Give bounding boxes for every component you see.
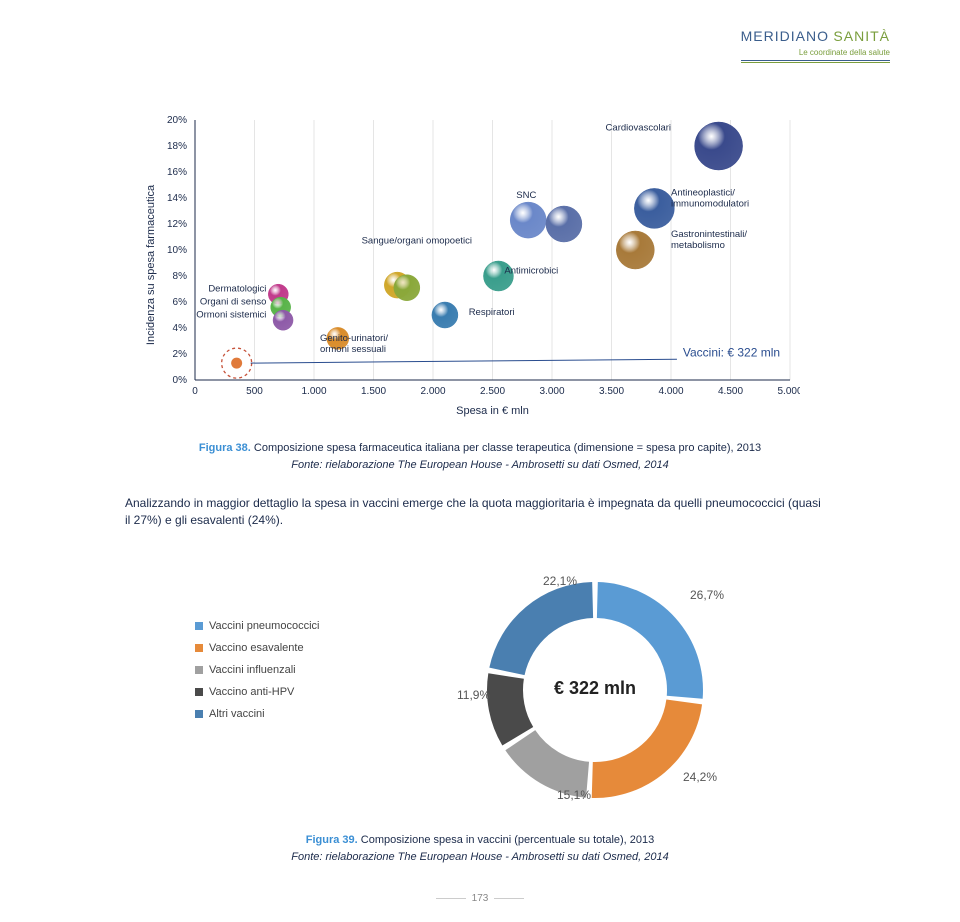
svg-text:metabolismo: metabolismo — [671, 240, 725, 251]
svg-text:18%: 18% — [167, 141, 187, 152]
figure-38-source: Fonte: rielaborazione The European House… — [291, 459, 668, 471]
svg-text:3.500: 3.500 — [599, 386, 624, 397]
figure-39-source: Fonte: rielaborazione The European House… — [291, 851, 668, 863]
donut-center-label: € 322 mln — [465, 678, 725, 699]
svg-text:SNC: SNC — [516, 190, 536, 201]
svg-text:20%: 20% — [167, 115, 187, 126]
svg-text:8%: 8% — [173, 271, 188, 282]
logo-text: MERIDIANO — [741, 28, 829, 44]
logo-tagline: Le coordinate della salute — [741, 48, 890, 57]
svg-text:Organi di senso: Organi di senso — [200, 297, 267, 308]
legend-swatch — [195, 688, 203, 696]
legend-swatch — [195, 622, 203, 630]
svg-text:2.500: 2.500 — [480, 386, 505, 397]
brand-logo: MERIDIANO SANITÀ Le coordinate della sal… — [741, 28, 890, 63]
svg-text:Spesa in € mln: Spesa in € mln — [456, 405, 529, 417]
svg-text:12%: 12% — [167, 219, 187, 230]
paragraph-body: Analizzando in maggior dettaglio la spes… — [125, 495, 825, 529]
svg-text:Sangue/organi omopoetici: Sangue/organi omopoetici — [362, 236, 472, 247]
svg-text:Antineoplastici/: Antineoplastici/ — [671, 187, 735, 198]
svg-text:0: 0 — [192, 386, 198, 397]
legend-swatch — [195, 710, 203, 718]
svg-text:Antimicrobici: Antimicrobici — [504, 265, 558, 276]
svg-text:immunomodulatori: immunomodulatori — [671, 198, 749, 209]
svg-text:6%: 6% — [173, 297, 188, 308]
svg-text:4.500: 4.500 — [718, 386, 743, 397]
svg-text:Ormoni sistemici: Ormoni sistemici — [196, 310, 266, 321]
donut-pct-label: 15,1% — [557, 788, 591, 802]
bubble-chart: 0 500 1.000 1.500 2.000 2.500 3.000 3.500 4.000 4… — [140, 110, 800, 420]
legend-swatch — [195, 666, 203, 674]
svg-text:Dermatologici: Dermatologici — [208, 284, 266, 295]
donut-pct-label: 24,2% — [683, 770, 717, 784]
svg-text:1.000: 1.000 — [301, 386, 326, 397]
figure-38-title: Composizione spesa farmaceutica italiana… — [254, 442, 761, 454]
svg-text:Cardiovascolari: Cardiovascolari — [606, 122, 671, 133]
svg-text:2%: 2% — [173, 349, 188, 360]
legend-item: Vaccini influenzali — [195, 659, 319, 681]
svg-text:14%: 14% — [167, 193, 187, 204]
legend-item: Altri vaccini — [195, 703, 319, 725]
legend-item: Vaccini pneumococcici — [195, 615, 319, 637]
figure-38-caption: Figura 38. Composizione spesa farmaceuti… — [0, 440, 960, 473]
svg-text:Genito-urinatori/: Genito-urinatori/ — [320, 333, 388, 344]
donut-chart: € 322 mln 26,7%24,2%15,1%11,9%22,1% — [465, 560, 725, 820]
figure-39-title: Composizione spesa in vaccini (percentua… — [361, 834, 655, 846]
legend-swatch — [195, 644, 203, 652]
svg-text:4%: 4% — [173, 323, 188, 334]
logo-accent: SANITÀ — [833, 28, 890, 44]
svg-text:10%: 10% — [167, 245, 187, 256]
figure-38-label: Figura 38. — [199, 442, 254, 454]
svg-text:Vaccini: € 322 mln: Vaccini: € 322 mln — [683, 346, 780, 360]
svg-text:3.000: 3.000 — [539, 386, 564, 397]
svg-text:5.000: 5.000 — [777, 386, 800, 397]
donut-pct-label: 22,1% — [543, 574, 577, 588]
svg-text:Respiratori: Respiratori — [469, 307, 515, 318]
svg-text:4.000: 4.000 — [658, 386, 683, 397]
legend-label: Vaccino anti-HPV — [209, 681, 294, 703]
donut-pct-label: 26,7% — [690, 588, 724, 602]
legend-label: Altri vaccini — [209, 703, 265, 725]
figure-39-label: Figura 39. — [306, 834, 361, 846]
donut-chart-area: Vaccini pneumococciciVaccino esavalenteV… — [130, 560, 830, 820]
svg-text:16%: 16% — [167, 167, 187, 178]
svg-text:Incidenza su spesa farmaceutic: Incidenza su spesa farmaceutica — [145, 184, 157, 345]
svg-text:Gastronintestinali/: Gastronintestinali/ — [671, 229, 747, 240]
donut-pct-label: 11,9% — [457, 688, 490, 702]
page-number: 173 — [0, 893, 960, 904]
svg-text:0%: 0% — [173, 375, 188, 386]
legend-label: Vaccino esavalente — [209, 637, 304, 659]
svg-text:500: 500 — [246, 386, 263, 397]
legend-item: Vaccino anti-HPV — [195, 681, 319, 703]
svg-text:ormoni sessuali: ormoni sessuali — [320, 344, 386, 355]
svg-text:1.500: 1.500 — [361, 386, 386, 397]
legend-label: Vaccini pneumococcici — [209, 615, 319, 637]
svg-text:2.000: 2.000 — [420, 386, 445, 397]
donut-legend: Vaccini pneumococciciVaccino esavalenteV… — [195, 615, 319, 725]
logo-divider — [741, 60, 890, 63]
legend-label: Vaccini influenzali — [209, 659, 296, 681]
legend-item: Vaccino esavalente — [195, 637, 319, 659]
figure-39-caption: Figura 39. Composizione spesa in vaccini… — [0, 832, 960, 865]
